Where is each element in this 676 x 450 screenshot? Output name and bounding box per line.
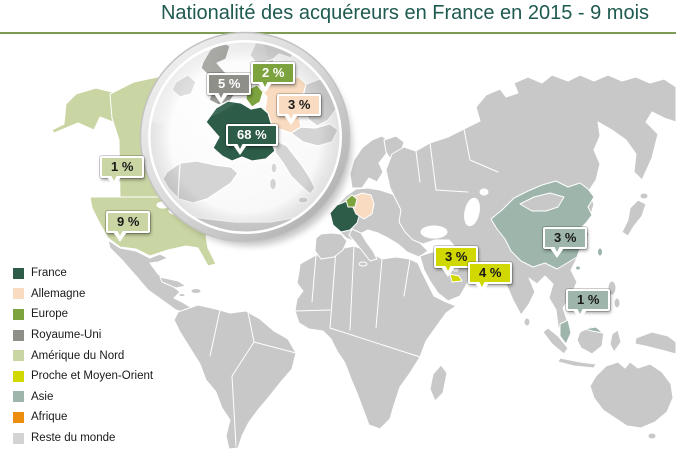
region-africa [294,245,457,430]
region-tasmania [647,432,657,440]
region-japan [621,199,647,237]
legend-label: Afrique [31,411,68,424]
legend-label: Europe [31,308,69,321]
page-title: Nationalité des acquéreurs en France en … [160,2,650,24]
legend-item: France [13,263,153,284]
caspian-sea [464,197,480,227]
region-sri-lanka [523,317,531,327]
region-hispaniola [190,288,202,294]
legend-swatch [13,308,24,320]
region-new-guinea [634,331,676,355]
region-italy [348,228,378,262]
region-benelux-main [345,194,358,208]
region-hainan [575,265,581,271]
borders-asia [415,128,499,193]
legend-label: Reste du monde [31,432,116,445]
legend-swatch [13,432,24,444]
legend-item: Europe [13,304,153,325]
legend-item: Afrique [13,407,153,428]
legend-item: Allemagne [13,284,153,305]
legend-label: Allemagne [31,287,86,300]
title-divider [0,32,676,34]
region-germany-main [351,192,375,220]
legend-item: Asie [13,387,153,408]
region-hokkaido [639,192,649,200]
region-sicily [358,261,368,267]
legend: France Allemagne Europe Royaume-Uni Amérique… [13,263,153,448]
legend-label: Amérique du Nord [31,349,125,362]
legend-label: France [31,267,67,280]
region-alaska [51,87,115,134]
legend-label: Proche et Moyen-Orient [31,370,154,383]
legend-swatch [13,370,24,382]
legend-item: Royaume-Uni [13,325,153,346]
region-malaysia [559,319,572,345]
magnifier-rim [141,33,349,241]
legend-swatch [13,329,24,341]
legend-swatch [13,391,24,403]
magnifier-rim-outer [139,31,351,243]
region-mongolia [519,192,565,212]
magnifier-rim-inner [147,39,343,235]
legend-swatch [13,411,24,423]
legend-swatch [13,267,24,279]
region-south-america [173,304,297,450]
legend-swatch [13,288,24,300]
region-caribbean [178,293,186,297]
region-java [557,357,597,369]
legend-item: Reste du monde [13,428,153,449]
legend-label: Royaume-Uni [31,329,102,342]
region-france-main [329,200,361,233]
legend-swatch [13,350,24,362]
borders-south-america [209,309,297,447]
region-sumatra [542,327,569,355]
region-sulawesi [609,329,622,353]
region-iberia [314,232,348,260]
aral-sea [479,188,489,196]
region-scandinavia [349,135,391,189]
legend-item: Proche et Moyen-Orient [13,366,153,387]
region-australia [589,361,674,429]
region-cuba [159,276,187,289]
legend-item: Amérique du Nord [13,345,153,366]
region-taiwan [597,247,603,257]
region-madagascar [429,364,448,402]
region-philippines [613,297,621,309]
borders-africa [294,245,421,358]
legend-label: Asie [31,390,54,403]
region-borneo-north [583,326,604,334]
region-mexico [107,239,193,315]
black-sea [420,225,448,239]
region-philippines [607,280,617,296]
